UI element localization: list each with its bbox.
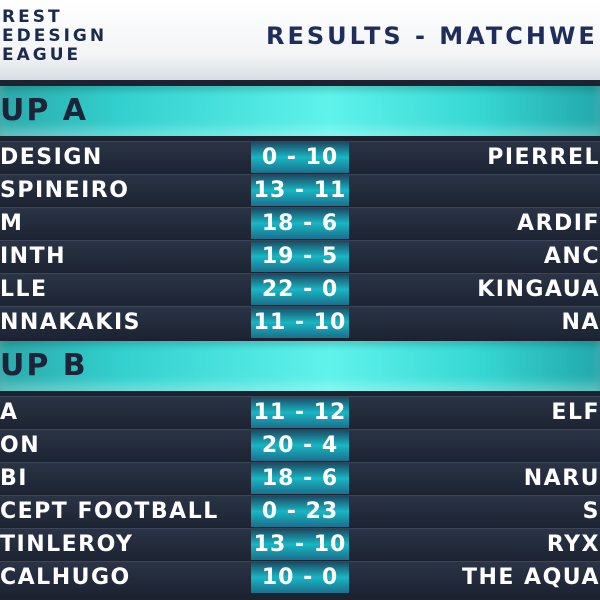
- away-team: PIERREL: [487, 145, 600, 170]
- match-row: BI 18 - 6 NARU: [0, 462, 600, 494]
- away-team: KINGAUA: [477, 277, 600, 302]
- score: 11 - 10: [251, 307, 349, 338]
- match-row: TINLEROY 13 - 10 RYX: [0, 528, 600, 560]
- score: 20 - 4: [251, 430, 349, 461]
- home-team: A: [0, 400, 19, 425]
- home-team: TINLEROY: [0, 532, 134, 557]
- away-team: ANC: [543, 244, 600, 269]
- logo-line-2: EDESIGN: [2, 26, 108, 46]
- match-row: SPINEIRO 13 - 11: [0, 174, 600, 206]
- match-row: LLE 22 - 0 KINGAUA: [0, 273, 600, 305]
- away-team: ARDIF: [517, 211, 600, 236]
- home-team: INTH: [0, 244, 67, 269]
- match-row: NNAKAKIS 11 - 10 NA: [0, 306, 600, 338]
- match-row: ON 20 - 4: [0, 429, 600, 461]
- match-row: CEPT FOOTBALL 0 - 23 S: [0, 495, 600, 527]
- header: REST EDESIGN EAGUE RESULTS - MATCHWE: [0, 0, 600, 80]
- score: 13 - 10: [251, 529, 349, 560]
- home-team: M: [0, 211, 24, 236]
- away-team: NARU: [523, 466, 600, 491]
- group-a-header: UP A: [0, 86, 600, 136]
- group-b-header: UP B: [0, 341, 600, 391]
- away-team: ELF: [551, 400, 600, 425]
- home-team: DESIGN: [0, 145, 103, 170]
- score: 19 - 5: [251, 241, 349, 272]
- score: 13 - 11: [251, 175, 349, 206]
- logo-line-1: REST: [2, 7, 63, 27]
- match-row: M 18 - 6 ARDIF: [0, 207, 600, 239]
- home-team: ON: [0, 433, 41, 458]
- score: 11 - 12: [251, 397, 349, 428]
- score: 0 - 10: [251, 142, 349, 173]
- group-b-title: UP B: [0, 348, 88, 383]
- logo-line-3: EAGUE: [2, 45, 82, 65]
- home-team: CEPT FOOTBALL: [0, 499, 219, 524]
- home-team: SPINEIRO: [0, 178, 130, 203]
- away-team: THE AQUA: [461, 565, 600, 590]
- match-row: INTH 19 - 5 ANC: [0, 240, 600, 272]
- score: 18 - 6: [251, 463, 349, 494]
- group-a-title: UP A: [0, 93, 89, 128]
- score: 18 - 6: [251, 208, 349, 239]
- home-team: CALHUGO: [0, 565, 131, 590]
- home-team: BI: [0, 466, 28, 491]
- score: 22 - 0: [251, 274, 349, 305]
- home-team: NNAKAKIS: [0, 310, 142, 335]
- away-team: RYX: [546, 532, 600, 557]
- match-row: A 11 - 12 ELF: [0, 396, 600, 428]
- home-team: LLE: [0, 277, 48, 302]
- match-row: CALHUGO 10 - 0 THE AQUA: [0, 561, 600, 593]
- match-row: DESIGN 0 - 10 PIERREL: [0, 141, 600, 173]
- score: 10 - 0: [251, 562, 349, 593]
- page-title: RESULTS - MATCHWE: [266, 22, 598, 50]
- away-team: S: [582, 499, 600, 524]
- score: 0 - 23: [251, 496, 349, 527]
- away-team: NA: [561, 310, 600, 335]
